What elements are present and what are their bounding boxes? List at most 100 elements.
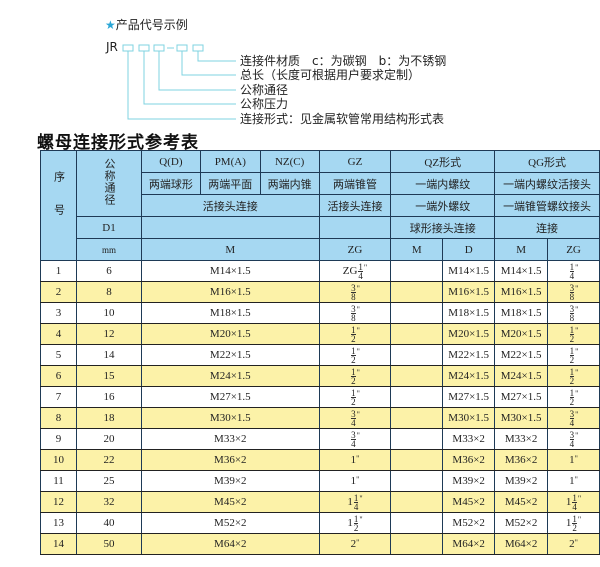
cell-seq: 8 — [40, 407, 77, 429]
inch-mark: " — [356, 325, 360, 335]
zg-num: 1 — [353, 492, 359, 503]
inch-mark: " — [575, 346, 579, 356]
cell-diameter: 32 — [75, 491, 142, 513]
cell-qz-m — [390, 428, 444, 450]
zg-int: 1 — [569, 454, 575, 466]
zg-den: 4 — [353, 501, 359, 512]
cell-qz-m — [390, 323, 444, 345]
zg-num: 1 — [353, 513, 359, 524]
zg-num: 3 — [569, 429, 575, 440]
header-seq: 序号 — [40, 150, 77, 261]
cell-seq: 5 — [40, 344, 77, 366]
table-row: 6 15 M24×1.5 1 2 " M24×1.5 M24×1.5 1 2 " — [40, 365, 600, 387]
code-box — [138, 44, 150, 52]
zg-den: 8 — [351, 291, 356, 302]
cell-seq: 9 — [40, 428, 77, 450]
zg-int: 1 — [565, 516, 572, 529]
cell-m: M64×2 — [140, 533, 320, 555]
table-row: 8 18 M30×1.5 3 4 " M30×1.5 M30×1.5 3 4 " — [40, 407, 600, 429]
header-d1: D1 — [75, 216, 142, 239]
zg-den: 2 — [353, 522, 359, 533]
zg-int: 1 — [565, 495, 572, 508]
cell-qg-zg: 3 8 " — [547, 281, 600, 303]
zg-int: 1 — [347, 495, 353, 508]
label-length: 总长（长度可根据用户要求定制） — [240, 68, 421, 82]
zg-num: 1 — [351, 345, 356, 356]
table-row: 9 20 M33×2 3 4 " M33×2 M33×2 3 4 " — [40, 428, 600, 450]
cell-diameter: 18 — [75, 407, 142, 429]
cell-m: M39×2 — [140, 470, 320, 492]
zg-den: 2 — [351, 354, 356, 365]
zg-den: 2 — [569, 396, 575, 407]
cell-zg: 1 1 2 " — [318, 512, 392, 534]
cell-qz-d: M64×2 — [442, 533, 496, 555]
header-pm: PM(A) — [199, 150, 261, 173]
cell-seq: 4 — [40, 323, 77, 345]
cell-qz-d: M16×1.5 — [442, 281, 496, 303]
cell-diameter: 40 — [75, 512, 142, 534]
cell-seq: 11 — [40, 470, 77, 492]
zg-den: 2 — [569, 333, 575, 344]
header-empty — [318, 216, 392, 239]
table-row: 10 22 M36×2 1" M36×2 M36×2 1" — [40, 449, 600, 471]
cell-qz-m — [390, 344, 444, 366]
header-qz-m: M — [390, 238, 444, 261]
inch-mark: " — [359, 493, 363, 503]
cell-qg-zg: 3 4 " — [547, 407, 600, 429]
cell-m: M33×2 — [140, 428, 320, 450]
cell-seq: 2 — [40, 281, 77, 303]
cell-seq: 6 — [40, 365, 77, 387]
zg-num: 3 — [351, 303, 356, 314]
cell-qz-d: M39×2 — [442, 470, 496, 492]
cell-qg-zg: 1 2 " — [547, 344, 600, 366]
zg-num: 1 — [569, 345, 575, 356]
cell-m: M14×1.5 — [140, 260, 320, 282]
cell-seq: 1 — [40, 260, 77, 282]
cell-qg-m: M52×2 — [494, 512, 549, 534]
inch-mark: " — [356, 367, 360, 377]
cell-qg-zg: 1 1 4 " — [547, 491, 600, 513]
cell-qz-d: M36×2 — [442, 449, 496, 471]
cell-diameter: 15 — [75, 365, 142, 387]
cell-zg: 1 2 " — [318, 386, 392, 408]
leader-line — [143, 51, 236, 105]
table-row: 14 50 M64×2 2" M64×2 M64×2 2" — [40, 533, 600, 555]
zg-num: 1 — [351, 387, 356, 398]
cell-qz-d: M22×1.5 — [442, 344, 496, 366]
code-box — [122, 44, 134, 52]
cell-zg: 1 2 " — [318, 323, 392, 345]
label-pressure: 公称压力 — [240, 97, 289, 111]
cell-qg-m: M45×2 — [494, 491, 549, 513]
zg-den: 4 — [569, 438, 575, 449]
leader-line — [127, 51, 236, 120]
header-qg: QG形式 — [494, 150, 600, 173]
cell-qz-m — [390, 491, 444, 513]
table-row: 5 14 M22×1.5 1 2 " M22×1.5 M22×1.5 1 2 " — [40, 344, 600, 366]
cell-qg-zg: 1" — [547, 470, 600, 492]
cell-seq: 10 — [40, 449, 77, 471]
inch-mark: " — [356, 409, 360, 419]
inch-mark: " — [574, 454, 578, 463]
example-title: ★产品代号示例 — [105, 16, 188, 33]
zg-num: 3 — [569, 408, 575, 419]
inch-mark: " — [356, 346, 360, 356]
zg-num: 3 — [569, 282, 575, 293]
zg-den: 4 — [572, 501, 577, 512]
header-q-desc: 两端球形 — [140, 172, 201, 195]
cell-qg-zg: 3 8 " — [547, 302, 600, 324]
cell-qz-m — [390, 470, 444, 492]
cell-zg: 1 2 " — [318, 344, 392, 366]
cell-qz-d: M45×2 — [442, 491, 496, 513]
zg-int: 2 — [350, 538, 357, 550]
